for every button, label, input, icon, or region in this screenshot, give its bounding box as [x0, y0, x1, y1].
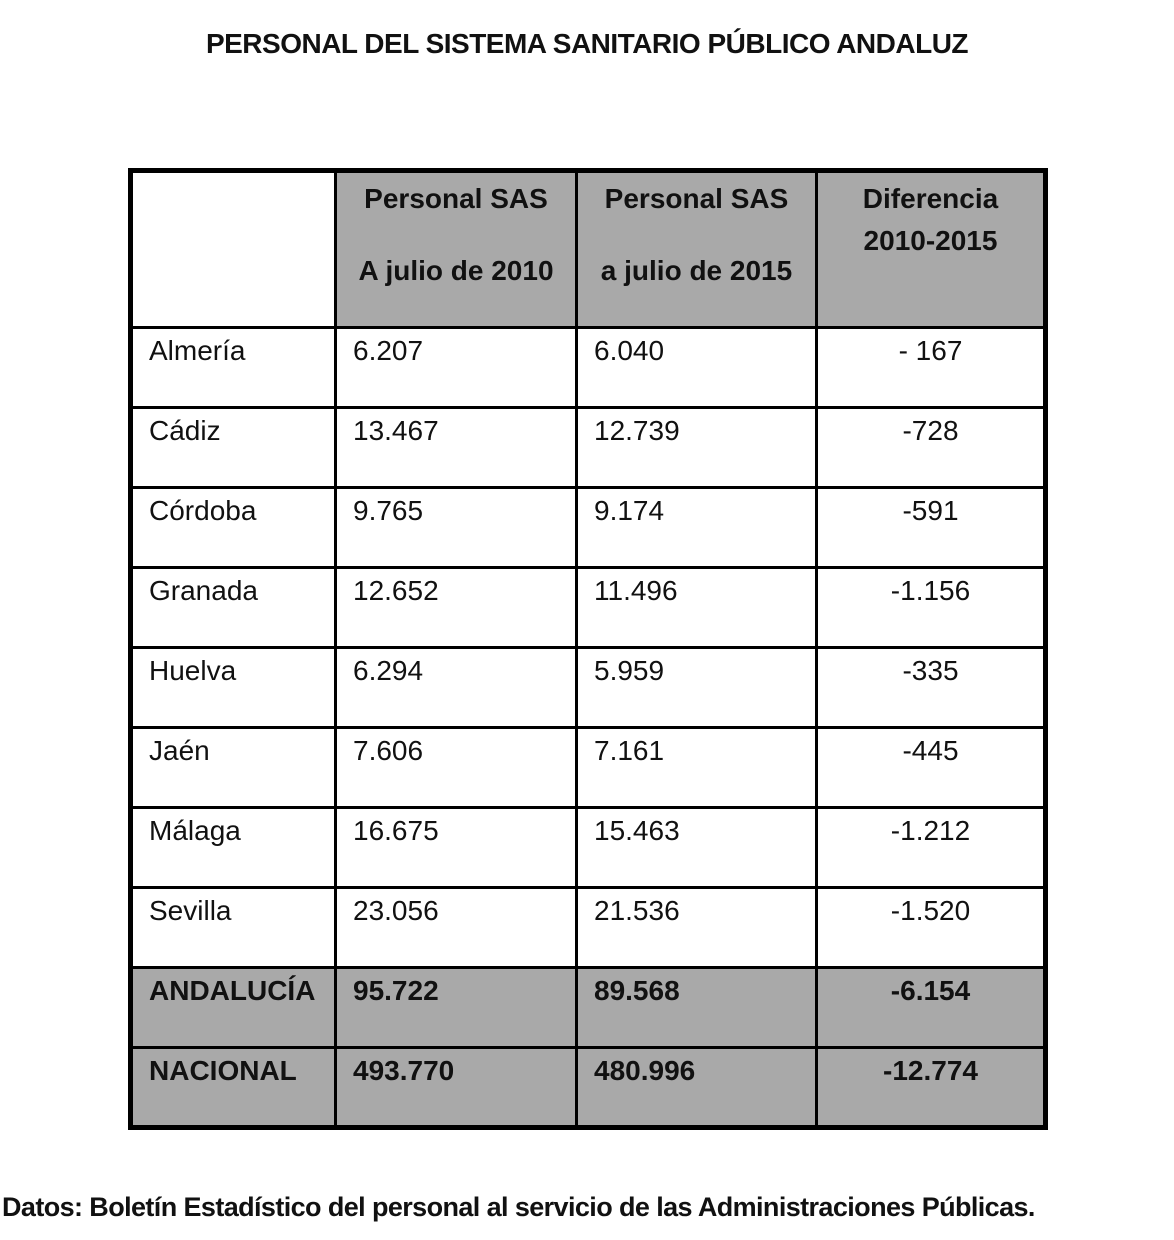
difference-cell: -1.156	[815, 566, 1047, 649]
table-row: Málaga 16.675 15.463 -1.212	[129, 806, 1047, 889]
sas-2010-cell: 95.722	[334, 966, 578, 1049]
header-sas-2010: Personal SAS A julio de 2010	[334, 169, 578, 329]
province-cell: Sevilla	[129, 886, 337, 969]
difference-cell: -1.212	[815, 806, 1047, 889]
sas-2010-cell: 12.652	[334, 566, 578, 649]
table-row: ANDALUCÍA 95.722 89.568 -6.154	[129, 966, 1047, 1049]
sas-2015-cell: 11.496	[575, 566, 818, 649]
sas-2015-cell: 480.996	[575, 1046, 818, 1129]
staff-table: Personal SAS A julio de 2010 Personal SA…	[128, 168, 1048, 1130]
difference-cell: - 167	[815, 326, 1047, 409]
table-row: Granada 12.652 11.496 -1.156	[129, 566, 1047, 649]
difference-cell: -728	[815, 406, 1047, 489]
difference-cell: -335	[815, 646, 1047, 729]
province-cell: Huelva	[129, 646, 337, 729]
sas-2010-cell: 13.467	[334, 406, 578, 489]
table-row: Almería 6.207 6.040- 167	[129, 326, 1047, 409]
province-cell: Cádiz	[129, 406, 337, 489]
sas-2015-cell: 5.959	[575, 646, 818, 729]
header-row: Personal SAS A julio de 2010 Personal SA…	[129, 169, 1047, 329]
province-cell: Málaga	[129, 806, 337, 889]
header-difference-line1: Diferencia	[862, 183, 999, 214]
sas-2015-cell: 12.739	[575, 406, 818, 489]
sas-2015-cell: 21.536	[575, 886, 818, 969]
province-cell: Jaén	[129, 726, 337, 809]
table-row: Huelva 6.294 5.959 -335	[129, 646, 1047, 729]
difference-cell: -12.774	[815, 1046, 1047, 1129]
sas-2015-cell: 15.463	[575, 806, 818, 889]
table-body: Almería 6.207 6.040- 167 Cádiz 13.467 12.739-…	[129, 326, 1047, 1129]
sas-2015-cell: 6.040	[575, 326, 818, 409]
source-note: Datos: Boletín Estadístico del personal …	[2, 1192, 1035, 1222]
table-header: Personal SAS A julio de 2010 Personal SA…	[129, 169, 1047, 329]
header-sas-2015-line2: a julio de 2015	[600, 255, 793, 286]
table-row: Cádiz 13.467 12.739 -728	[129, 406, 1047, 489]
sas-2015-cell: 7.161	[575, 726, 818, 809]
province-cell: Córdoba	[129, 486, 337, 569]
province-cell: NACIONAL	[129, 1046, 337, 1129]
difference-cell: -445	[815, 726, 1047, 809]
difference-cell: -591	[815, 486, 1047, 569]
header-sas-2010-line1: Personal SAS	[364, 183, 548, 214]
sas-2010-cell: 7.606	[334, 726, 578, 809]
sas-2010-cell: 6.207	[334, 326, 578, 409]
header-sas-2010-line2: A julio de 2010	[358, 255, 554, 286]
header-difference-line2: 2010-2015	[863, 225, 998, 256]
header-province	[129, 169, 337, 329]
table-row: Jaén 7.606 7.161 -445	[129, 726, 1047, 809]
sas-2010-cell: 16.675	[334, 806, 578, 889]
difference-cell: -1.520	[815, 886, 1047, 969]
sas-2010-cell: 493.770	[334, 1046, 578, 1129]
province-cell: Granada	[129, 566, 337, 649]
table-row: Sevilla 23.056 21.536 -1.520	[129, 886, 1047, 969]
sas-2015-cell: 89.568	[575, 966, 818, 1049]
page-title: PERSONAL DEL SISTEMA SANITARIO PÚBLICO A…	[205, 28, 969, 59]
header-difference: Diferencia 2010-2015	[815, 169, 1047, 329]
sas-2010-cell: 9.765	[334, 486, 578, 569]
province-cell: ANDALUCÍA	[129, 966, 337, 1049]
sas-2015-cell: 9.174	[575, 486, 818, 569]
sas-2010-cell: 23.056	[334, 886, 578, 969]
table-row: NACIONAL 493.770 480.996 -12.774	[129, 1046, 1047, 1129]
header-sas-2015: Personal SAS a julio de 2015	[575, 169, 818, 329]
sas-2010-cell: 6.294	[334, 646, 578, 729]
difference-cell: -6.154	[815, 966, 1047, 1049]
province-cell: Almería	[129, 326, 337, 409]
header-sas-2015-line1: Personal SAS	[604, 183, 789, 214]
table-row: Córdoba 9.765 9.174 -591	[129, 486, 1047, 569]
